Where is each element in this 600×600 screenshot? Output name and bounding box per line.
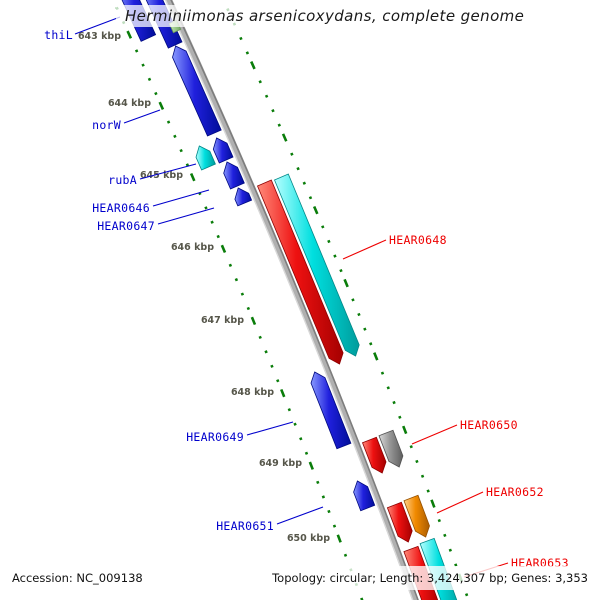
gene-label-norW[interactable]: norW bbox=[92, 118, 121, 132]
label-leader-line bbox=[436, 491, 484, 514]
gene-arrow-rubA[interactable] bbox=[195, 145, 216, 171]
gene-arrow-HEAR0652-outer[interactable] bbox=[403, 494, 430, 538]
backbone-shadow-edge bbox=[170, 0, 419, 600]
status-bar: Accession: NC_009138 Topology: circular;… bbox=[0, 566, 600, 590]
gene-label-thiL[interactable]: thiL bbox=[44, 28, 73, 42]
gene-arrow-HEAR0650-inner[interactable] bbox=[361, 436, 387, 474]
gene-arrow-HEAR0650-outer[interactable] bbox=[378, 429, 404, 468]
gene-label-HEAR0648[interactable]: HEAR0648 bbox=[389, 233, 447, 247]
scale-label: 648 kbp bbox=[231, 387, 274, 398]
scale-label: 643 kbp bbox=[78, 31, 121, 42]
gene-arrow-HEAR0646[interactable] bbox=[223, 161, 245, 190]
gene-label-rubA[interactable]: rubA bbox=[108, 173, 137, 187]
gene-arrow-HEAR0649[interactable] bbox=[310, 371, 352, 450]
labels-layer: 643 kbp 644 kbp 645 kbp 646 kbp 647 kbp 648 k… bbox=[44, 16, 568, 578]
scale-tick-arc-outer bbox=[222, 0, 470, 600]
accession-text: Accession: NC_009138 bbox=[12, 571, 143, 585]
label-leader-line bbox=[246, 421, 294, 436]
gene-arrow-norW[interactable] bbox=[172, 45, 222, 137]
label-leader-line bbox=[152, 189, 210, 207]
label-leader-line bbox=[139, 163, 197, 180]
scale-label: 650 kbp bbox=[287, 533, 330, 544]
gene-label-HEAR0650[interactable]: HEAR0650 bbox=[460, 418, 518, 432]
gene-arrow-HEAR0648-inner[interactable] bbox=[256, 179, 344, 365]
gene-label-HEAR0647[interactable]: HEAR0647 bbox=[97, 219, 155, 233]
gene-arrow-HEAR0651[interactable] bbox=[353, 480, 376, 512]
scale-label: 647 kbp bbox=[201, 315, 244, 326]
label-leader-line bbox=[123, 109, 161, 124]
gene-arrow-HEAR0652-inner[interactable] bbox=[386, 501, 413, 543]
genome-backbone bbox=[165, 0, 419, 600]
gene-arrow-HEAR0647[interactable] bbox=[234, 187, 253, 207]
gene-label-HEAR0651[interactable]: HEAR0651 bbox=[216, 519, 274, 533]
gene-label-HEAR0646[interactable]: HEAR0646 bbox=[92, 201, 150, 215]
topology-text: Topology: circular; Length: 3,424,307 bp… bbox=[272, 571, 588, 585]
gene-label-HEAR0652[interactable]: HEAR0652 bbox=[486, 485, 544, 499]
scale-label: 644 kbp bbox=[108, 98, 151, 109]
genes-layer bbox=[121, 0, 458, 600]
label-leader-line bbox=[342, 239, 387, 260]
label-leader-line bbox=[74, 16, 121, 35]
label-leader-line bbox=[276, 506, 324, 525]
gene-label-HEAR0649[interactable]: HEAR0649 bbox=[186, 430, 244, 444]
scale-label: 645 kbp bbox=[140, 170, 183, 181]
gene-arrow-gene-644[interactable] bbox=[212, 137, 234, 164]
scale-label: 649 kbp bbox=[259, 458, 302, 469]
label-leader-line bbox=[411, 424, 458, 445]
label-leader-line bbox=[157, 207, 215, 225]
genome-title: Herminiimonas arsenicoxydans, complete g… bbox=[116, 5, 534, 27]
backbone-highlight-edge bbox=[164, 0, 414, 600]
scale-label: 646 kbp bbox=[171, 242, 214, 253]
gene-arrow-HEAR0648-outer[interactable] bbox=[273, 173, 360, 357]
